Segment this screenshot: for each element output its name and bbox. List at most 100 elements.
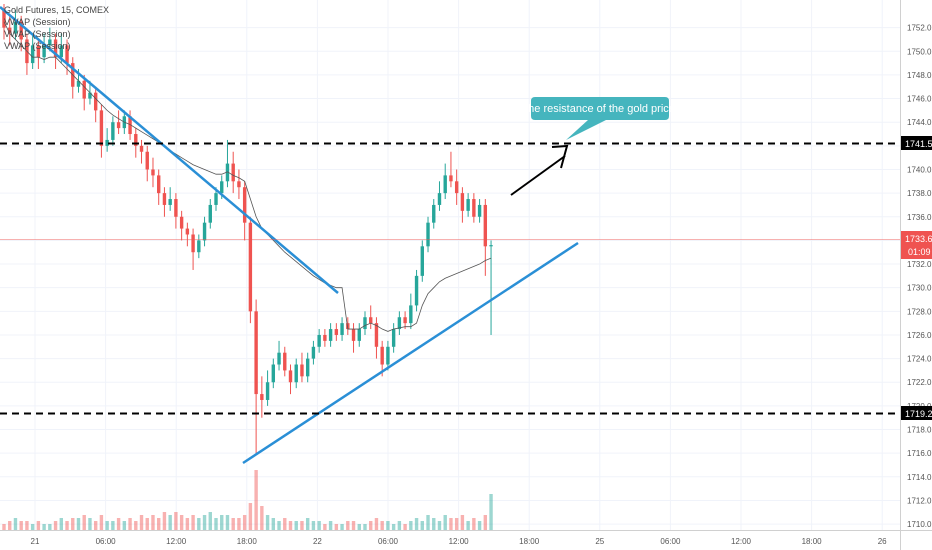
volume-bar: [288, 521, 293, 530]
price-tick-label: 1716.0: [907, 449, 932, 458]
candle: [242, 181, 247, 241]
time-tick-label: 21: [31, 537, 40, 546]
volume-bar: [191, 515, 195, 530]
candle: [334, 323, 339, 341]
uptrend-line[interactable]: [242, 241, 579, 465]
volume-bar: [53, 521, 58, 530]
candle: [277, 340, 281, 371]
volume-bar: [157, 518, 161, 530]
candle: [13, 9, 18, 40]
volume-bar: [99, 515, 104, 530]
candle: [397, 311, 402, 335]
volume-bar: [489, 494, 493, 530]
volume-bar: [483, 515, 488, 530]
volume-bar: [305, 518, 310, 530]
indicator-vwap-2[interactable]: VWAP (Session): [4, 29, 71, 39]
candle: [179, 210, 184, 241]
svg-text:1733.6: 1733.6: [905, 234, 932, 244]
volume-bar: [214, 518, 218, 530]
candle: [483, 199, 488, 276]
candle: [437, 181, 442, 211]
candle: [139, 139, 144, 164]
candle: [71, 57, 75, 99]
candle: [472, 193, 476, 223]
time-tick-label: 18:00: [519, 537, 540, 546]
grid: [0, 0, 900, 530]
volume-bar: [71, 518, 75, 530]
volume-bar: [328, 521, 333, 530]
volume-bar: [277, 521, 281, 530]
candle: [42, 33, 46, 64]
volume-bar: [139, 515, 144, 530]
candle: [311, 340, 316, 365]
volume-bar: [454, 518, 459, 530]
price-tick-label: 1752.0: [907, 24, 932, 33]
candle: [53, 33, 58, 70]
indicator-vwap-3[interactable]: VWAP (Session): [4, 41, 71, 51]
volume-bar: [25, 521, 29, 530]
volume-bar: [122, 521, 127, 530]
candle: [162, 187, 167, 217]
annotation-callout[interactable]: the resistance of the gold price: [525, 97, 675, 140]
volume-bar: [111, 521, 115, 530]
candle: [202, 216, 207, 247]
price-tick-label: 1746.0: [907, 95, 932, 104]
candle: [357, 323, 361, 347]
volume-bar: [472, 518, 476, 530]
volume-bar: [93, 521, 98, 530]
volume-bar: [294, 521, 298, 530]
time-tick-label: 06:00: [96, 537, 117, 546]
candle: [260, 376, 264, 418]
volume-bar: [59, 518, 63, 530]
volume-bar: [8, 521, 12, 530]
downtrend-line[interactable]: [0, 6, 339, 294]
volume-bar: [248, 503, 253, 530]
price-tick-label: 1728.0: [907, 307, 932, 316]
volume-bar: [225, 515, 230, 530]
volume-bar: [30, 524, 35, 530]
volume-bar: [231, 518, 235, 530]
candle: [145, 145, 149, 182]
svg-text:1719.2: 1719.2: [905, 409, 932, 419]
svg-text:1741.5: 1741.5: [905, 139, 932, 149]
volume-bar: [466, 521, 470, 530]
candle: [409, 293, 413, 330]
price-tick-label: 1744.0: [907, 118, 932, 127]
annotation-text: the resistance of the gold price: [525, 103, 675, 115]
indicator-vwap-1[interactable]: VWAP (Session): [4, 17, 71, 27]
volume-bar: [374, 518, 379, 530]
candle: [174, 193, 178, 229]
candle: [414, 269, 419, 312]
candle: [36, 39, 41, 70]
volume-bar: [179, 515, 184, 530]
candle: [288, 364, 293, 395]
volume-bar: [134, 521, 138, 530]
time-tick-label: 18:00: [237, 537, 258, 546]
candle: [477, 199, 482, 223]
time-tick-label: 12:00: [449, 537, 470, 546]
price-axis[interactable]: 1752.01750.01748.01746.01744.01742.01740…: [907, 24, 932, 529]
candle: [346, 317, 350, 335]
candle: [374, 317, 379, 359]
arrow-annotation[interactable]: [510, 144, 569, 196]
candle: [328, 323, 333, 347]
volume-bar: [346, 521, 350, 530]
candle: [208, 199, 212, 229]
volume-bar: [317, 521, 321, 530]
time-axis[interactable]: 21 06:00 12:00 18:00 22 06:00 12:00 18:00 25 06:0…: [31, 537, 888, 546]
price-tick-label: 1726.0: [907, 331, 932, 340]
candle: [351, 323, 356, 353]
volume-bar: [311, 521, 316, 530]
candle: [443, 163, 447, 200]
candles: [2, 4, 493, 454]
symbol-title[interactable]: Gold Futures, 15, COMEX: [4, 5, 110, 15]
candle: [363, 311, 367, 335]
candle: [248, 216, 253, 324]
candle: [105, 128, 109, 152]
candle: [225, 139, 230, 188]
volume-bars: [2, 470, 493, 530]
volume-bar: [443, 515, 447, 530]
price-tick-label: 1736.0: [907, 213, 932, 222]
volume-bar: [202, 515, 207, 530]
